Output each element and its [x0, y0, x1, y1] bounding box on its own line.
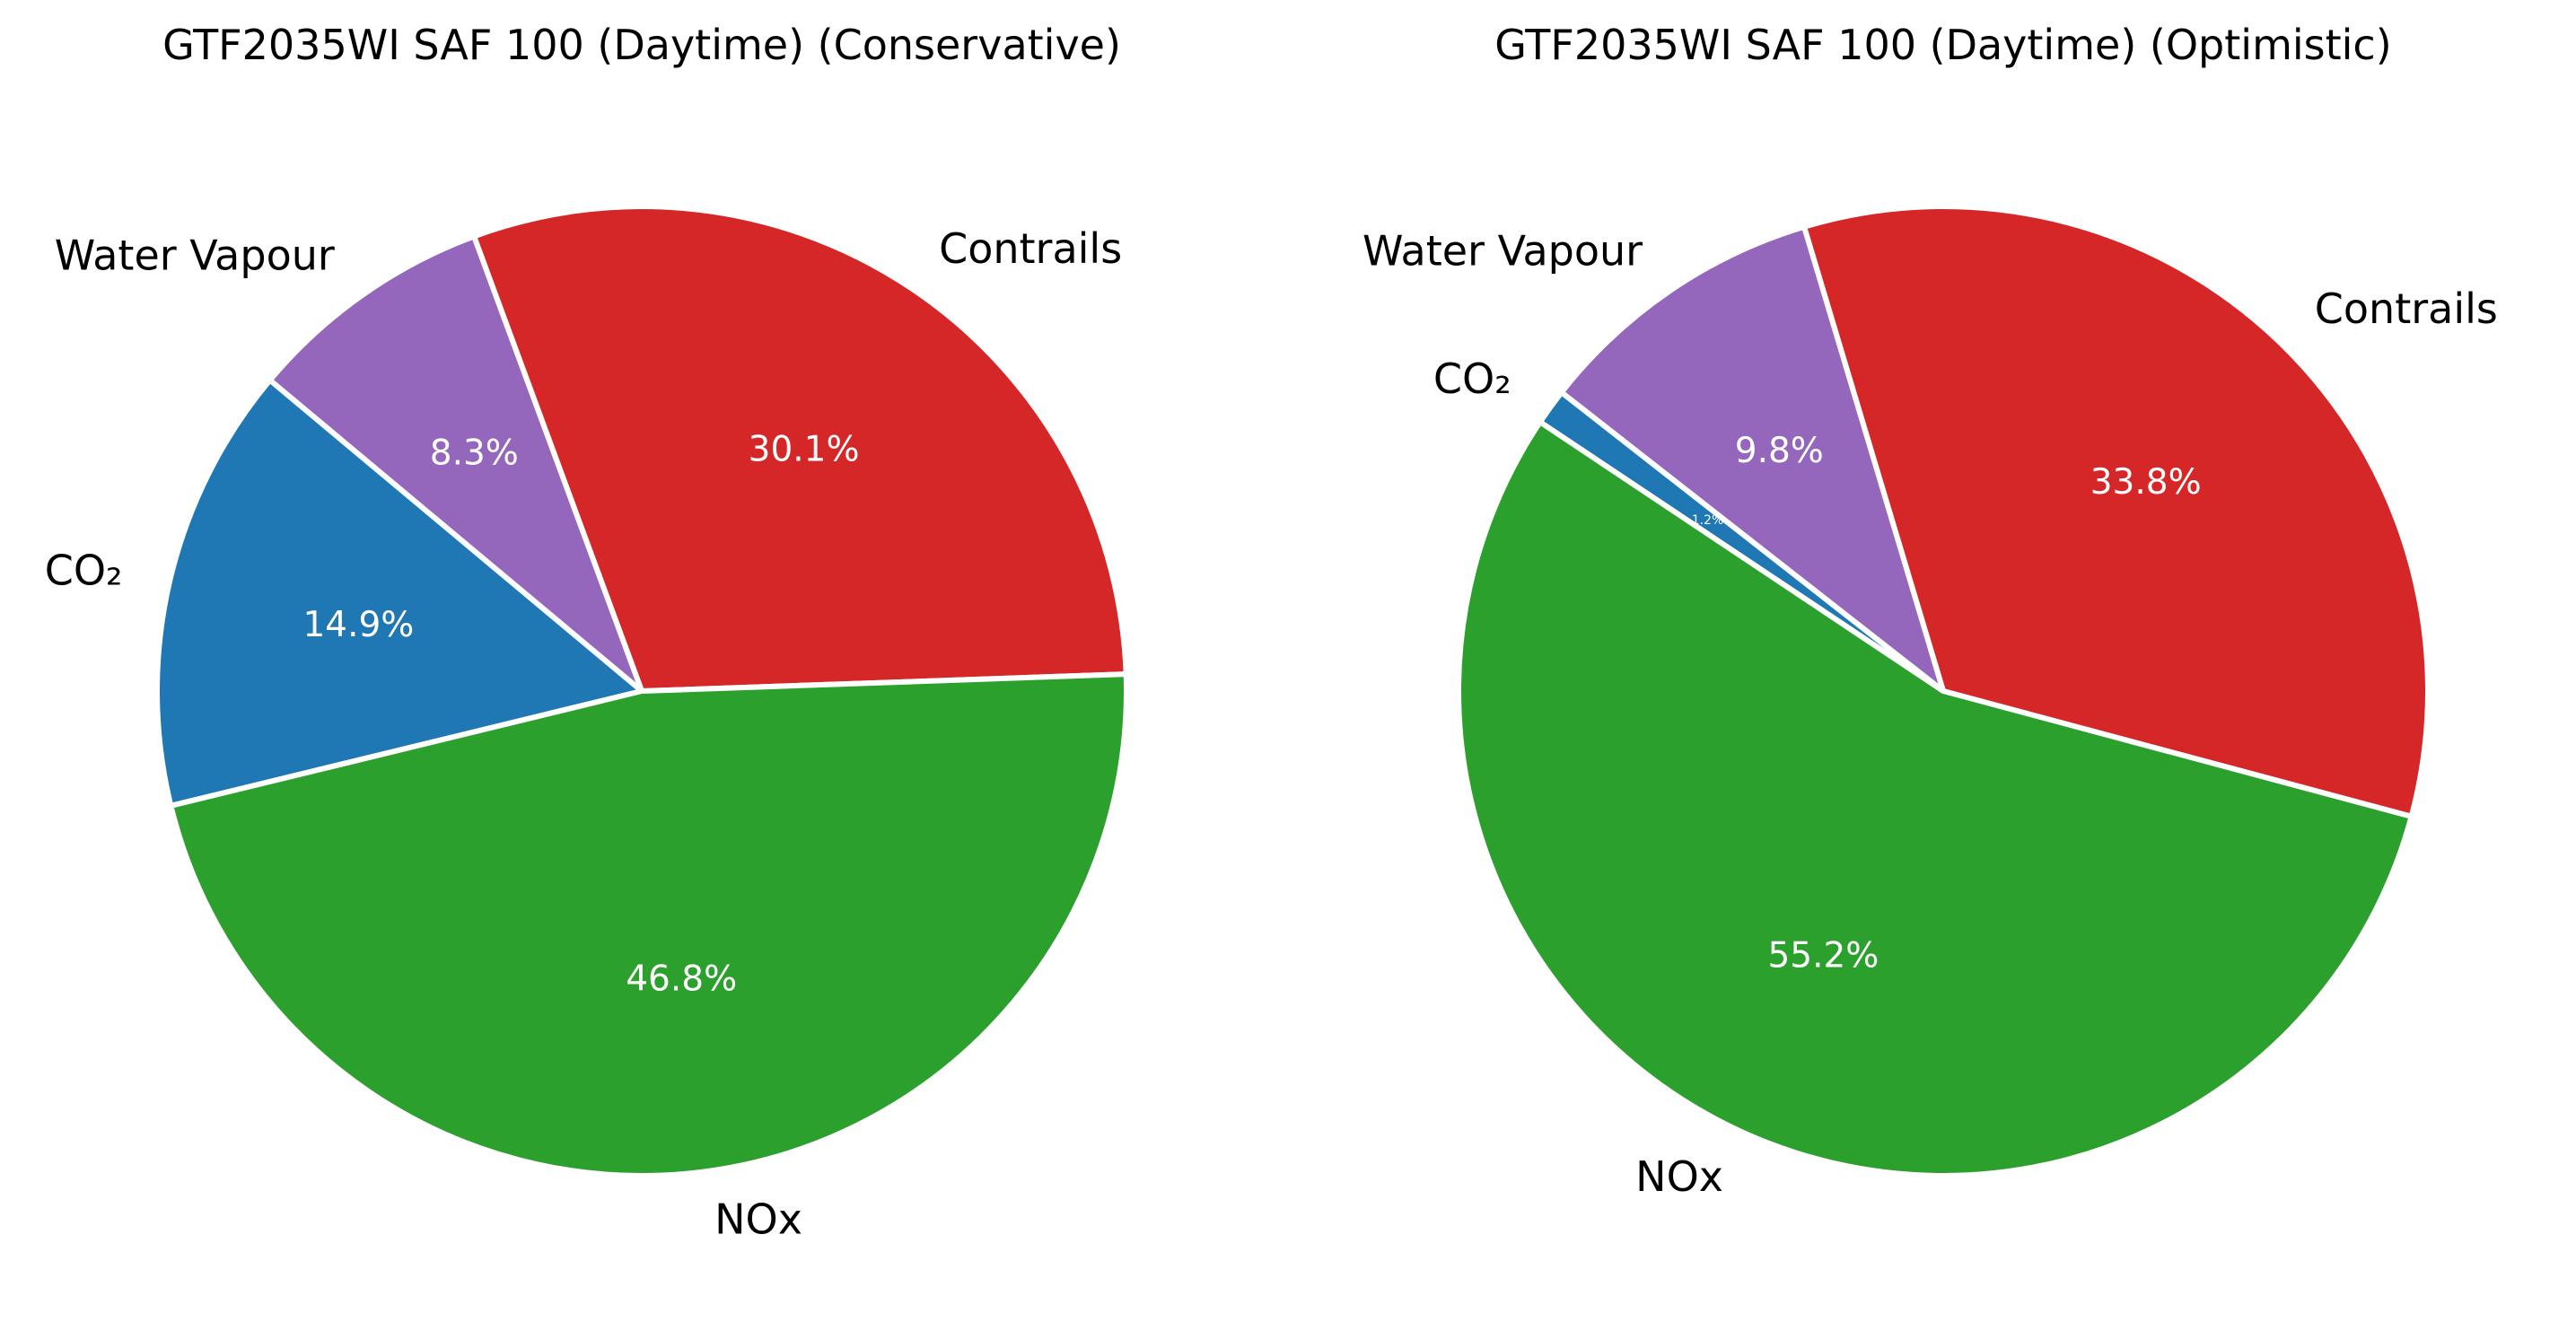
slice-percent-contrails-conservative: 30.1% [749, 430, 860, 470]
pie-slices-conservative [154, 204, 1129, 1178]
slice-percent-water-vapour-optimistic: 9.8% [1735, 431, 1824, 471]
pie-slice-contrails-optimistic [1801, 204, 2431, 820]
pie-labels-conservative: Contrails 30.1% Water Vapour 8.3% CO₂ 14.9% NO… [45, 224, 1122, 1244]
pie-chart-conservative: GTF2035WI SAF 100 (Daytime) (Conservativ… [45, 21, 1129, 1244]
pie-slice-water-vapour-optimistic [1557, 223, 1949, 699]
slice-percent-co-optimistic: 1.2% [1692, 513, 1724, 528]
slice-label-water-vapour-conservative: Water Vapour [55, 232, 335, 280]
slice-percent-co-conservative: 14.9% [302, 605, 414, 645]
slice-label-co-optimistic: CO₂ [1433, 355, 1511, 403]
slice-label-nox-optimistic: NOx [1635, 1152, 1723, 1201]
pie-slice-nox-optimistic [1456, 418, 2415, 1178]
slice-label-contrails-optimistic: Contrails [2315, 285, 2498, 333]
slice-label-water-vapour-optimistic: Water Vapour [1362, 226, 1643, 275]
pie-labels-optimistic: Contrails 33.8% Water Vapour 9.8% CO₂ 1.2% NOx… [1362, 226, 2498, 1201]
slice-label-co-conservative: CO₂ [45, 546, 123, 594]
slice-percent-nox-conservative: 46.8% [626, 959, 737, 1000]
pie-slice-co-conservative [154, 376, 648, 810]
slice-label-contrails-conservative: Contrails [939, 224, 1122, 273]
pie-slice-contrails-conservative [470, 204, 1129, 695]
pie-slices-optimistic [1456, 204, 2431, 1178]
slice-percent-nox-optimistic: 55.2% [1767, 936, 1879, 976]
chart-title-optimistic: GTF2035WI SAF 100 (Daytime) (Optimistic) [1494, 21, 2391, 69]
pie-slice-water-vapour-conservative [266, 232, 648, 700]
slice-percent-water-vapour-conservative: 8.3% [430, 433, 519, 474]
chart-title-conservative: GTF2035WI SAF 100 (Daytime) (Conservativ… [162, 21, 1121, 69]
slice-percent-contrails-optimistic: 33.8% [2090, 462, 2202, 503]
pie-slice-nox-conservative [167, 671, 1129, 1178]
slice-label-nox-conservative: NOx [714, 1195, 802, 1243]
pie-chart-optimistic: GTF2035WI SAF 100 (Daytime) (Optimistic)… [1362, 21, 2498, 1201]
